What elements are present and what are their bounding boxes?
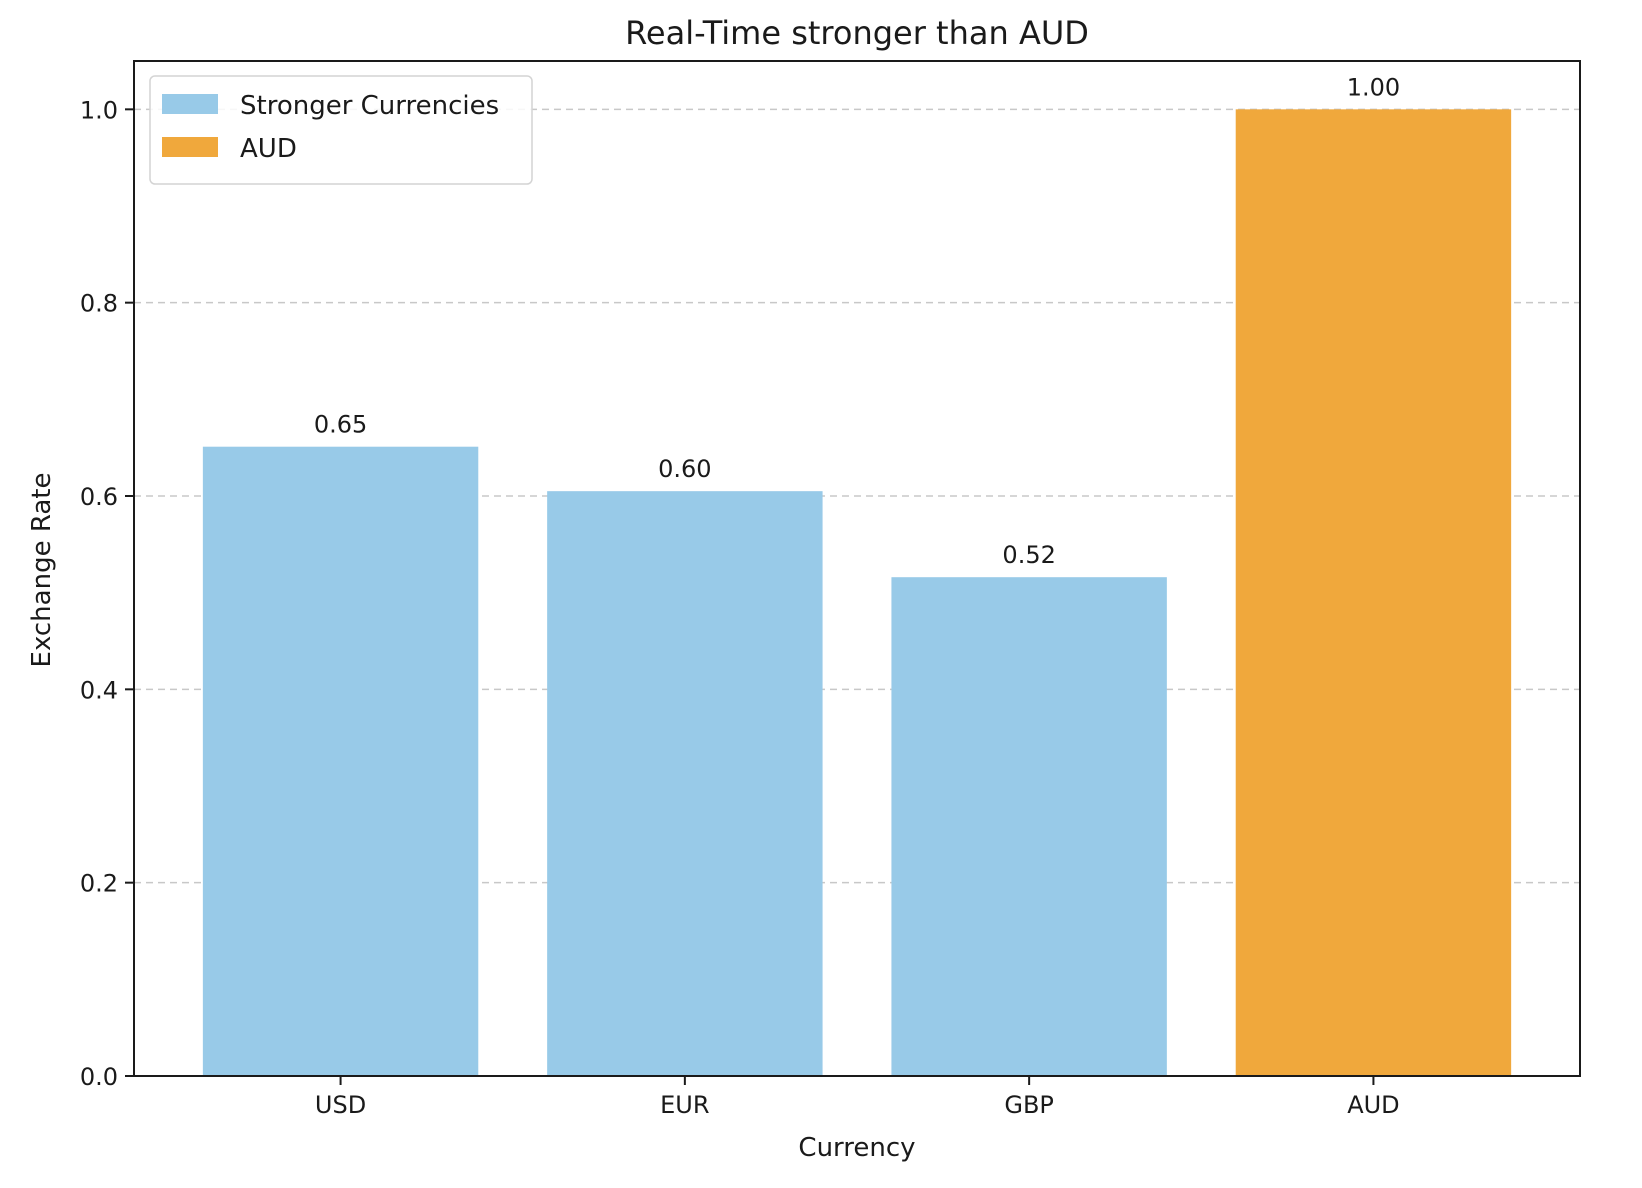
bar-value-label: 0.65 bbox=[314, 411, 367, 439]
legend-label: AUD bbox=[240, 134, 297, 164]
value-labels: 0.65 0.60 0.52 1.00 bbox=[314, 73, 1400, 569]
plot-frame bbox=[133, 60, 1581, 1077]
y-axis-label: Exchange Rate bbox=[27, 473, 57, 668]
legend: Stronger Currencies AUD bbox=[149, 75, 533, 185]
y-axis: 0.0 0.2 0.4 0.6 0.8 1.0 bbox=[80, 96, 134, 1091]
bar-value-label: 0.60 bbox=[658, 455, 711, 483]
legend-label: Stronger Currencies bbox=[240, 91, 499, 121]
bar-aud bbox=[1235, 109, 1512, 1077]
x-tick-label: USD bbox=[315, 1091, 366, 1119]
bar-usd bbox=[202, 446, 479, 1076]
y-tick-label: 0.4 bbox=[80, 676, 118, 704]
chart-title: Real-Time stronger than AUD bbox=[625, 14, 1089, 52]
y-tick-label: 0.8 bbox=[80, 290, 118, 318]
x-tick-label: GBP bbox=[1004, 1091, 1054, 1119]
x-tick-label: AUD bbox=[1347, 1091, 1399, 1119]
bar-gbp bbox=[891, 577, 1167, 1076]
bar-value-label: 1.00 bbox=[1347, 73, 1400, 101]
legend-swatch bbox=[162, 137, 218, 157]
x-axis: USD EUR GBP AUD bbox=[315, 1076, 1400, 1119]
legend-swatch bbox=[162, 94, 218, 114]
y-tick-label: 0.0 bbox=[80, 1063, 118, 1091]
x-tick-label: EUR bbox=[660, 1091, 709, 1119]
y-tick-label: 0.2 bbox=[80, 870, 118, 898]
y-tick-label: 1.0 bbox=[80, 96, 118, 124]
legend-box bbox=[149, 75, 533, 185]
x-axis-label: Currency bbox=[798, 1133, 915, 1163]
bars bbox=[202, 109, 1512, 1077]
y-tick-label: 0.6 bbox=[80, 483, 118, 511]
bar-eur bbox=[547, 491, 823, 1077]
bar-value-label: 0.52 bbox=[1002, 541, 1055, 569]
